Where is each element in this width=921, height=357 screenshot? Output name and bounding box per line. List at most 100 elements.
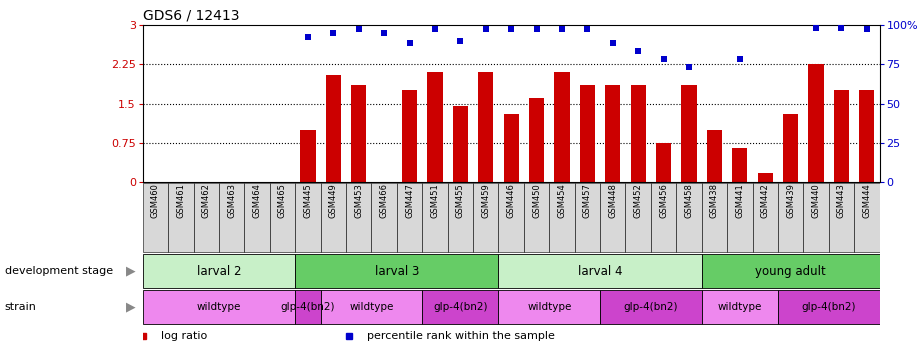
Bar <box>706 130 722 182</box>
Text: glp-4(bn2): glp-4(bn2) <box>624 302 678 312</box>
Point <box>351 26 366 32</box>
Bar <box>169 183 193 252</box>
Bar <box>244 183 270 252</box>
Bar <box>752 183 778 252</box>
Bar <box>397 183 422 252</box>
Bar <box>300 130 316 182</box>
Bar <box>625 183 651 252</box>
Text: GSM442: GSM442 <box>761 183 770 218</box>
Bar <box>321 290 422 324</box>
Bar <box>682 85 696 182</box>
Bar <box>143 254 296 288</box>
Point <box>554 26 569 32</box>
Point <box>402 40 417 46</box>
Bar <box>809 64 823 182</box>
Point <box>580 26 595 32</box>
Bar <box>402 90 417 182</box>
Text: GSM440: GSM440 <box>811 183 821 218</box>
Bar <box>422 290 498 324</box>
Text: GSM447: GSM447 <box>405 183 414 218</box>
Text: GDS6 / 12413: GDS6 / 12413 <box>143 9 239 22</box>
Bar <box>143 183 169 252</box>
Text: GSM459: GSM459 <box>482 183 490 218</box>
Point <box>427 26 442 32</box>
Bar <box>422 183 448 252</box>
Text: wildtype: wildtype <box>717 302 762 312</box>
Point <box>504 26 519 32</box>
Text: larval 4: larval 4 <box>577 265 623 278</box>
Bar <box>478 72 494 182</box>
Point <box>377 30 391 36</box>
Text: wildtype: wildtype <box>349 302 393 312</box>
Point <box>834 25 849 30</box>
Bar <box>296 290 321 324</box>
Point <box>300 34 315 39</box>
Text: ▶: ▶ <box>126 265 135 278</box>
Bar <box>296 183 321 252</box>
Text: glp-4(bn2): glp-4(bn2) <box>801 302 856 312</box>
Text: larval 3: larval 3 <box>375 265 419 278</box>
Text: GSM454: GSM454 <box>557 183 566 218</box>
Text: GSM441: GSM441 <box>735 183 744 218</box>
Text: GSM455: GSM455 <box>456 183 465 218</box>
Text: development stage: development stage <box>5 266 112 276</box>
Bar <box>326 75 341 182</box>
Bar <box>453 106 468 182</box>
Bar <box>803 183 829 252</box>
Text: GSM446: GSM446 <box>507 183 516 218</box>
Point <box>859 26 874 32</box>
Text: GSM457: GSM457 <box>583 183 592 218</box>
Bar <box>193 183 219 252</box>
Bar <box>676 183 702 252</box>
Point <box>657 56 671 62</box>
Bar <box>351 85 367 182</box>
Text: log ratio: log ratio <box>161 331 207 341</box>
Text: GSM463: GSM463 <box>227 183 236 218</box>
Bar <box>829 183 854 252</box>
Point <box>326 30 341 36</box>
Point <box>605 40 620 46</box>
Bar <box>143 290 296 324</box>
Bar <box>834 90 849 182</box>
Bar <box>778 290 880 324</box>
Text: GSM450: GSM450 <box>532 183 541 218</box>
Bar <box>600 183 625 252</box>
Text: glp-4(bn2): glp-4(bn2) <box>433 302 487 312</box>
Text: glp-4(bn2): glp-4(bn2) <box>281 302 335 312</box>
Bar <box>605 85 621 182</box>
Bar <box>498 290 600 324</box>
Bar <box>702 183 727 252</box>
Text: GSM444: GSM444 <box>862 183 871 218</box>
Text: young adult: young adult <box>755 265 826 278</box>
Bar <box>651 183 676 252</box>
Bar <box>859 90 874 182</box>
Bar <box>732 148 748 182</box>
Bar <box>575 183 600 252</box>
Point <box>631 48 646 54</box>
Point <box>732 56 747 62</box>
Text: GSM438: GSM438 <box>710 183 719 218</box>
Bar <box>778 183 803 252</box>
Bar <box>296 254 498 288</box>
Bar <box>783 114 799 182</box>
Text: GSM462: GSM462 <box>202 183 211 218</box>
Bar <box>371 183 397 252</box>
Text: percentile rank within the sample: percentile rank within the sample <box>367 331 555 341</box>
Text: GSM452: GSM452 <box>634 183 643 218</box>
Text: GSM448: GSM448 <box>608 183 617 218</box>
Bar <box>579 85 595 182</box>
Text: GSM451: GSM451 <box>430 183 439 218</box>
Point <box>682 64 696 70</box>
Text: GSM445: GSM445 <box>303 183 312 218</box>
Text: GSM465: GSM465 <box>278 183 287 218</box>
Bar <box>529 98 544 182</box>
Bar <box>702 254 880 288</box>
Bar <box>346 183 371 252</box>
Text: GSM460: GSM460 <box>151 183 160 218</box>
Point <box>530 26 544 32</box>
Bar <box>600 290 702 324</box>
Bar <box>554 72 569 182</box>
Text: strain: strain <box>5 302 37 312</box>
Bar <box>473 183 498 252</box>
Bar <box>854 183 880 252</box>
